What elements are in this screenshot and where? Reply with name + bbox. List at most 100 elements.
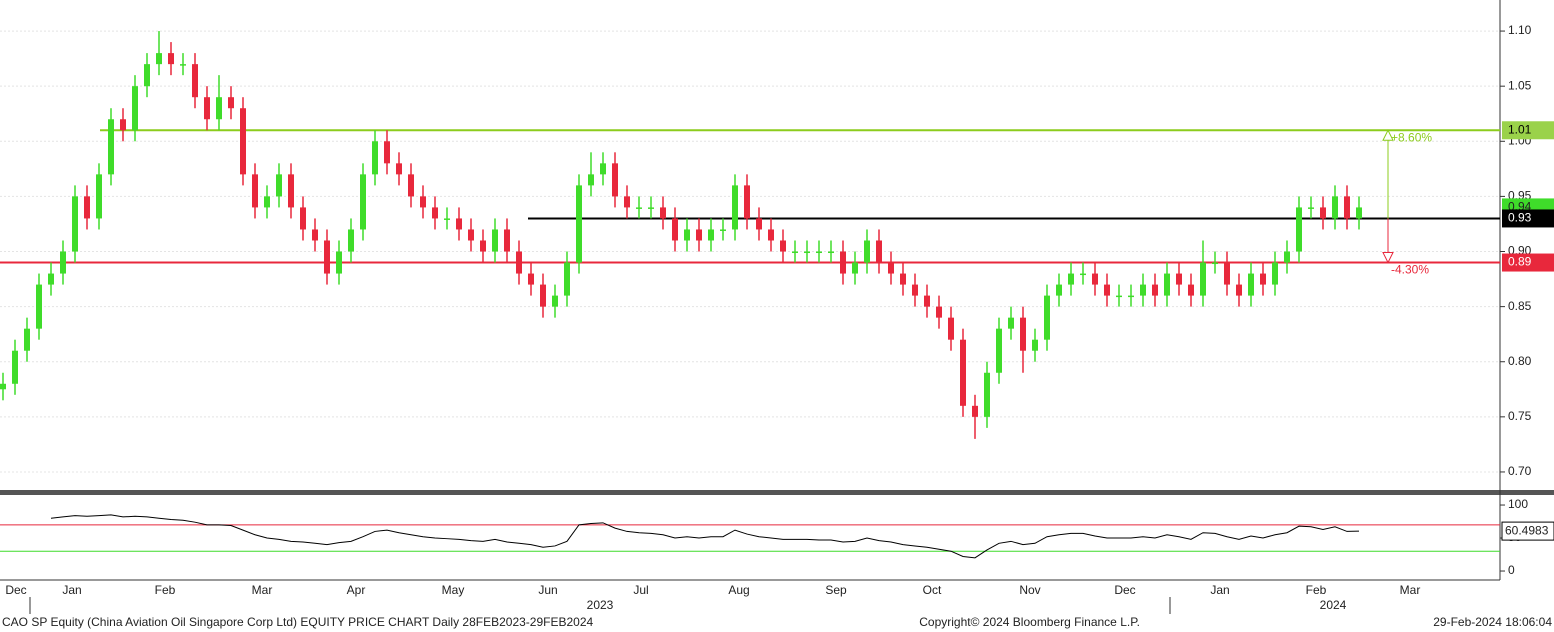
candle-body: [1164, 273, 1170, 296]
candle-body: [1248, 273, 1254, 296]
candle-body: [540, 284, 546, 307]
x-tick-label: Apr: [347, 583, 366, 597]
x-tick-label: Nov: [1019, 583, 1040, 597]
candle-body: [600, 163, 606, 175]
candle-body: [696, 229, 702, 241]
reference-label: 0.93: [1508, 211, 1532, 225]
candle-body: [636, 207, 642, 209]
candle-body: [648, 207, 654, 209]
y-tick-label: 0.75: [1508, 409, 1532, 423]
candle-body: [1344, 196, 1350, 219]
candle-body: [1260, 273, 1266, 285]
x-tick-label: Feb: [155, 583, 176, 597]
candle-body: [480, 240, 486, 252]
candle-body: [24, 328, 30, 351]
candle-body: [72, 196, 78, 252]
y-tick-label: 0.70: [1508, 464, 1532, 478]
candle-body: [336, 251, 342, 274]
candle-body: [60, 251, 66, 274]
candle-body: [816, 251, 822, 254]
candle-body: [108, 119, 114, 175]
candle-body: [936, 306, 942, 318]
candle-body: [552, 295, 558, 307]
candle-body: [1296, 207, 1302, 252]
candle-body: [852, 262, 858, 274]
candle-body: [864, 240, 870, 263]
candle-body: [588, 174, 594, 186]
candle-body: [84, 196, 90, 219]
candle-body: [1356, 207, 1362, 219]
x-tick-label: Jan: [62, 583, 81, 597]
candle-body: [756, 218, 762, 230]
candle-body: [468, 229, 474, 241]
candle-body: [300, 207, 306, 230]
x-tick-label: Mar: [252, 583, 273, 597]
x-tick-label: Jan: [1210, 583, 1229, 597]
reference-box: [1502, 253, 1554, 272]
y-tick-label: 0.80: [1508, 354, 1532, 368]
candle-body: [288, 174, 294, 208]
candle-body: [120, 119, 126, 131]
candle-body: [564, 262, 570, 296]
x-tick-label: Jun: [538, 583, 557, 597]
candle-body: [828, 251, 834, 254]
timestamp: 29-Feb-2024 18:06:04: [1433, 615, 1552, 629]
candle-body: [216, 97, 222, 120]
candle-body: [0, 383, 6, 390]
candle-body: [1032, 339, 1038, 351]
y-tick-label: 0: [1508, 563, 1515, 577]
candle-body: [1272, 262, 1278, 285]
candle-body: [804, 251, 810, 254]
candle-body: [444, 218, 450, 220]
candle-body: [948, 317, 954, 340]
candle-body: [396, 163, 402, 175]
reference-label: 1.01: [1508, 122, 1532, 136]
reference-label: 0.89: [1508, 255, 1532, 269]
x-tick-label: Dec: [1114, 583, 1135, 597]
candle-body: [192, 64, 198, 98]
candle-body: [180, 64, 186, 66]
candle-body: [720, 229, 726, 231]
candle-body: [1104, 284, 1110, 296]
year-label: 2023: [587, 598, 614, 612]
candle-body: [1236, 284, 1242, 296]
candle-body: [792, 251, 798, 254]
candle-body: [1128, 295, 1134, 298]
candle-body: [132, 86, 138, 131]
candle-body: [1116, 295, 1122, 298]
candle-body: [672, 218, 678, 241]
candle-body: [372, 141, 378, 175]
candle-body: [1152, 284, 1158, 296]
candle-body: [228, 97, 234, 109]
candle-body: [504, 229, 510, 252]
candle-body: [96, 174, 102, 219]
candle-body: [144, 64, 150, 87]
candle-body: [432, 207, 438, 219]
candle-body: [900, 273, 906, 285]
candle-body: [384, 141, 390, 164]
x-tick-label: Aug: [728, 583, 749, 597]
x-tick-label: Dec: [5, 583, 26, 597]
candle-body: [36, 284, 42, 329]
candle-body: [252, 174, 258, 208]
rsi-line: [50, 514, 1360, 559]
candle-body: [1320, 207, 1326, 219]
candle-body: [576, 185, 582, 263]
copyright: Copyright© 2024 Bloomberg Finance L.P.: [919, 615, 1140, 629]
year-label: 2024: [1320, 598, 1347, 612]
candle-body: [1224, 262, 1230, 285]
candle-body: [660, 207, 666, 219]
x-tick-label: Sep: [825, 583, 847, 597]
candle-body: [972, 405, 978, 417]
annotation: -4.30%: [1391, 263, 1429, 277]
candle-body: [732, 185, 738, 230]
candle-body: [204, 97, 210, 120]
candle-body: [888, 262, 894, 274]
candle-body: [744, 185, 750, 219]
x-tick-label: Oct: [923, 583, 942, 597]
reference-box: [1502, 209, 1554, 228]
candle-body: [996, 328, 1002, 373]
x-tick-label: Mar: [1400, 583, 1421, 597]
candle-body: [780, 240, 786, 252]
